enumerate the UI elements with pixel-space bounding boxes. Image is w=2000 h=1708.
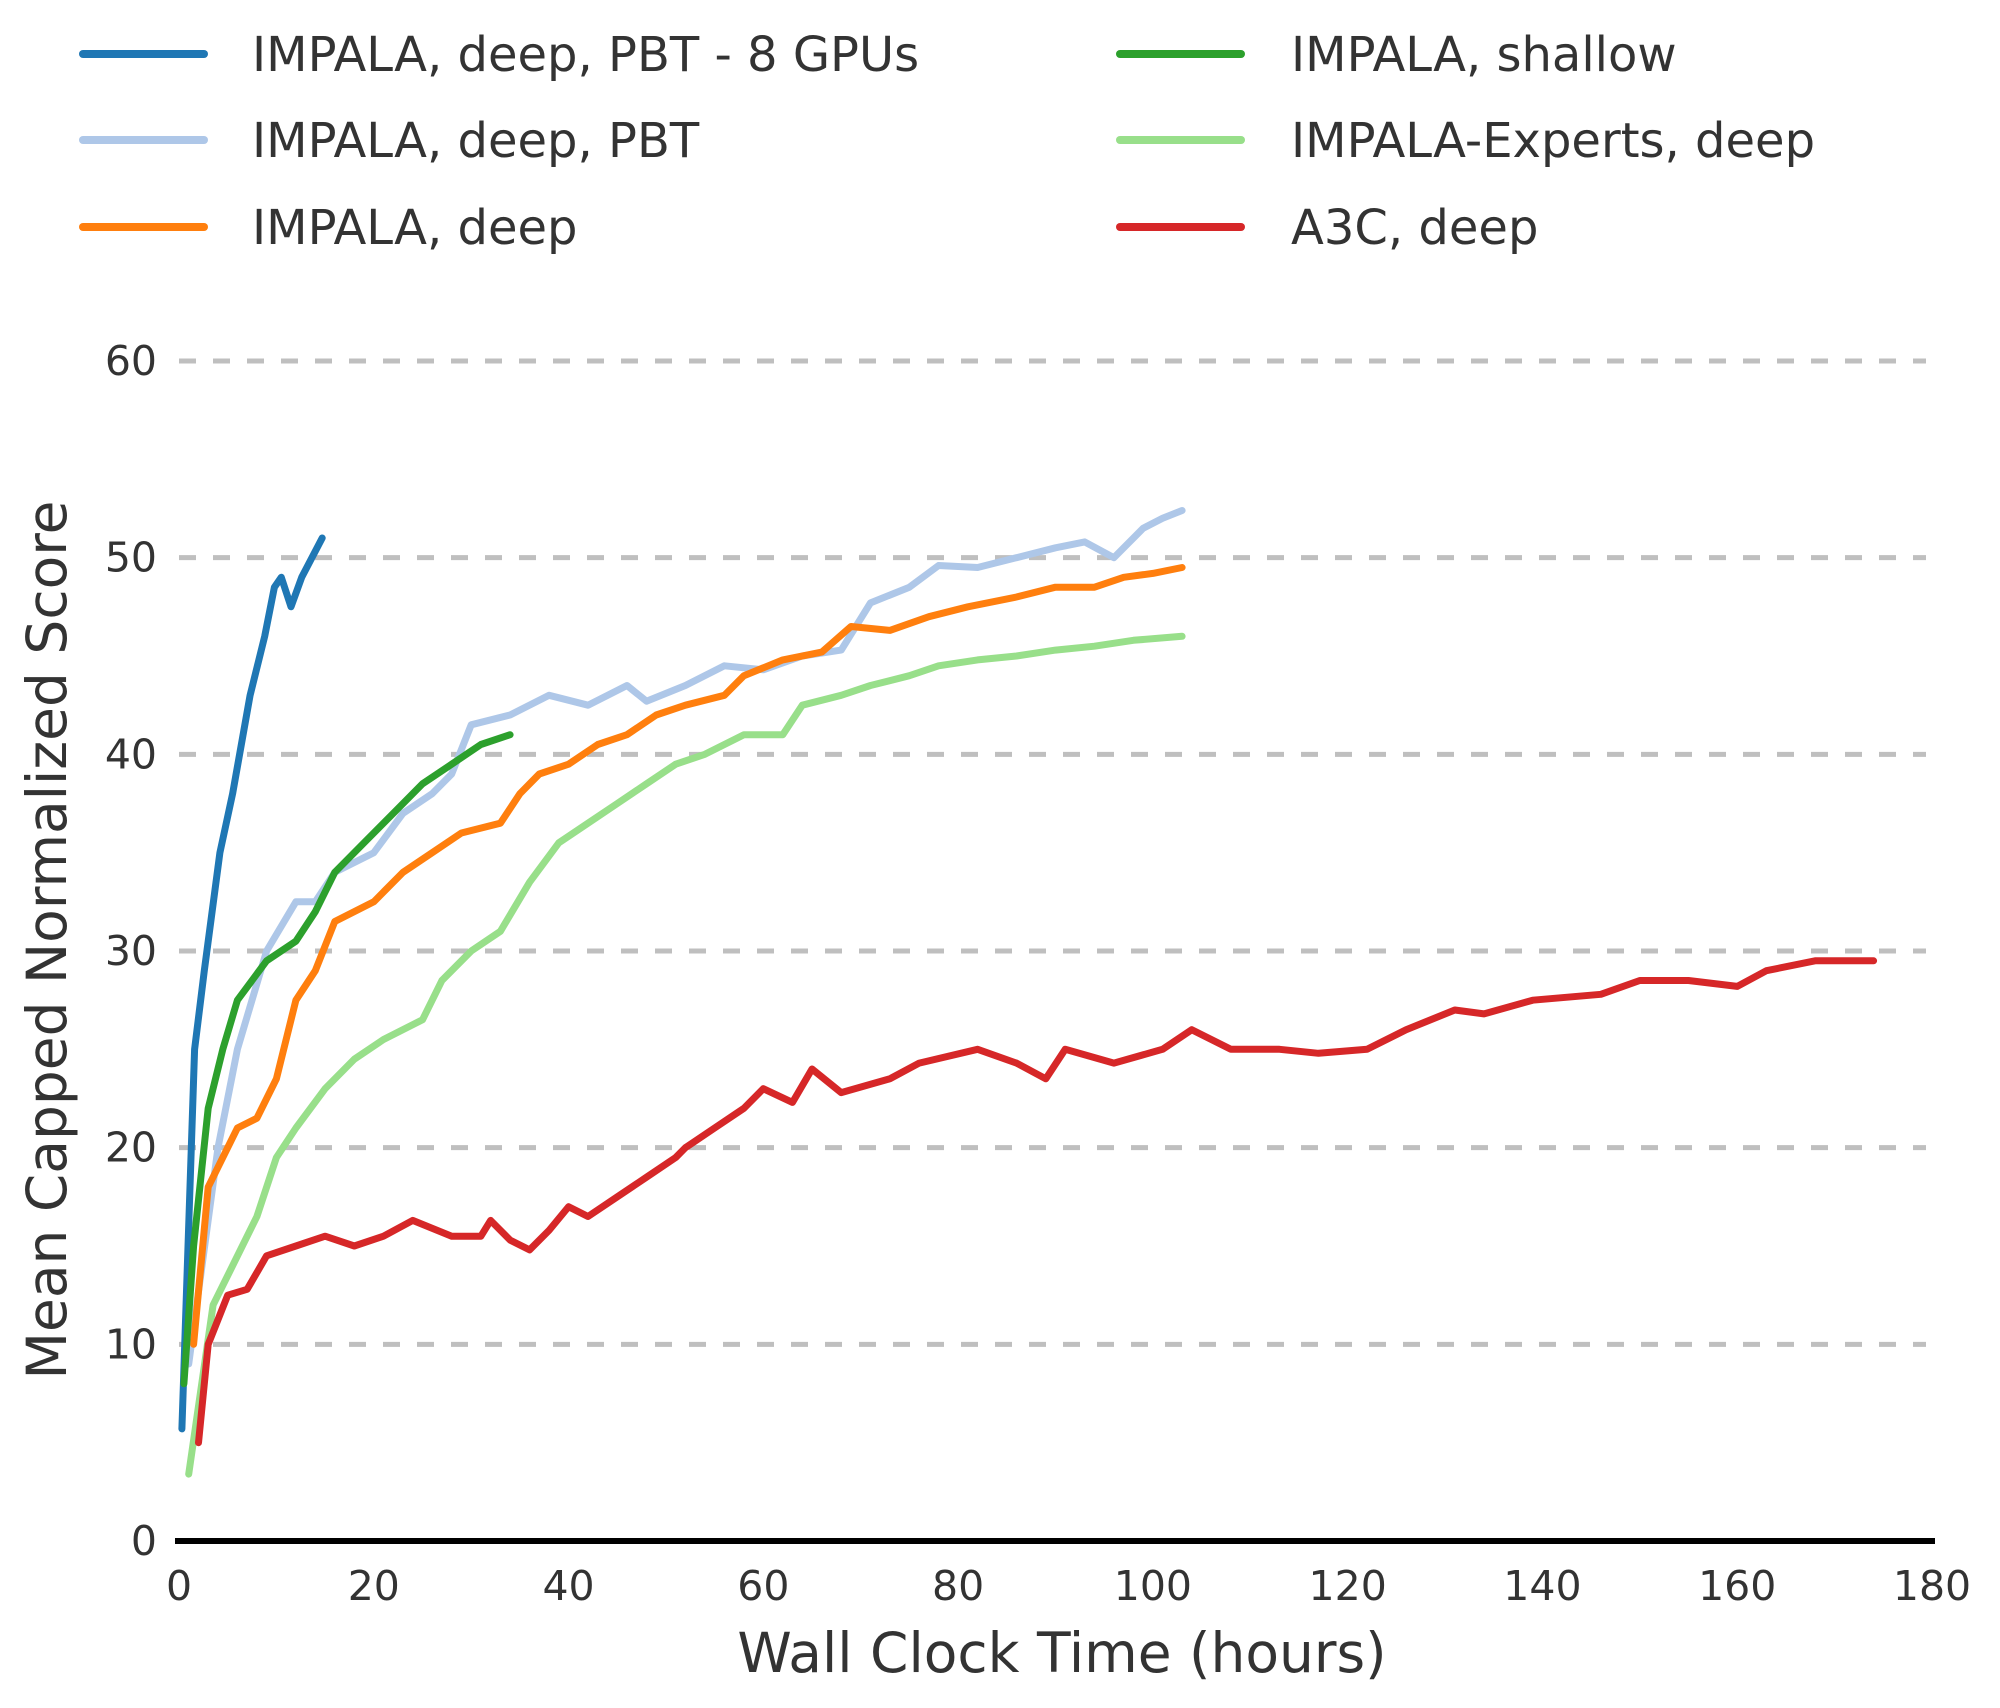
x-tick-label: 20 [348, 1562, 400, 1610]
x-tick-label: 140 [1503, 1562, 1581, 1610]
x-tick-label: 120 [1309, 1562, 1387, 1610]
series-line-5 [195, 957, 1878, 1447]
legend-label: IMPALA, deep, PBT [252, 113, 700, 169]
legend-label: IMPALA, deep, PBT - 8 GPUs [252, 27, 919, 83]
y-tick-label: 40 [105, 730, 157, 778]
x-axis-label: Wall Clock Time (hours) [737, 1621, 1386, 1685]
series-lines [178, 507, 1878, 1478]
series-line-1 [185, 507, 1186, 1368]
y-tick-label: 20 [105, 1124, 157, 1172]
legend-label: IMPALA, shallow [1291, 27, 1677, 83]
series-line-2 [190, 564, 1186, 1348]
y-ticks: 0 10 20 30 40 50 60 [105, 337, 157, 1565]
y-axis-label: Mean Capped Normalized Score [15, 501, 79, 1380]
series-line-3 [180, 731, 514, 1388]
legend-label: IMPALA, deep [252, 200, 577, 256]
x-tick-label: 80 [932, 1562, 984, 1610]
x-tick-label: 40 [542, 1562, 594, 1610]
gridlines [179, 358, 1926, 1347]
y-tick-label: 50 [105, 534, 157, 582]
series-line-4 [185, 632, 1186, 1478]
y-tick-label: 10 [105, 1320, 157, 1368]
x-ticks: 0 20 40 60 80 100 120 140 160 180 [166, 1562, 1971, 1610]
legend-label: A3C, deep [1291, 200, 1538, 256]
y-tick-label: 30 [105, 927, 157, 975]
y-tick-label: 60 [105, 337, 157, 385]
y-tick-label: 0 [131, 1517, 157, 1565]
x-tick-label: 60 [737, 1562, 789, 1610]
legend: IMPALA, deep, PBT - 8 GPUs IMPALA, deep, … [79, 27, 1815, 256]
x-tick-label: 160 [1698, 1562, 1776, 1610]
legend-label: IMPALA-Experts, deep [1291, 113, 1815, 169]
series-line-0 [178, 534, 326, 1433]
x-tick-label: 0 [166, 1562, 192, 1610]
x-tick-label: 100 [1114, 1562, 1192, 1610]
x-tick-label: 180 [1893, 1562, 1971, 1610]
